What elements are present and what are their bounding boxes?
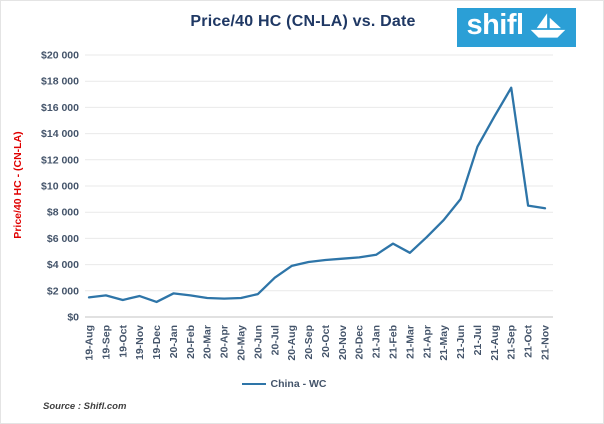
legend-series-label: China - WC [270, 378, 327, 390]
x-tick-label: 19-Dec [151, 325, 163, 360]
logo-text: shifl [466, 9, 524, 41]
y-tick-label: $18 000 [41, 76, 79, 88]
x-tick-label: 20-Nov [337, 325, 349, 360]
y-tick-label: $0 [67, 312, 79, 324]
x-tick-label: 21-Jun [455, 325, 467, 359]
x-tick-label: 20-Aug [286, 325, 298, 361]
shifl-logo: shifl [457, 8, 576, 47]
x-tick-label: 19-Aug [84, 325, 96, 361]
x-tick-label: 21-Jan [371, 325, 383, 358]
x-tick-label: 21-May [438, 325, 450, 361]
legend-line-swatch [241, 382, 266, 386]
x-tick-label: 21-Nov [540, 325, 552, 360]
x-tick-label: 21-Oct [523, 325, 535, 358]
x-tick-label: 19-Oct [117, 325, 129, 358]
y-tick-label: $8 000 [47, 207, 79, 219]
y-tick-label: $6 000 [47, 233, 79, 245]
x-tick-label: 20-Mar [202, 325, 214, 359]
price-line-china-wc [87, 86, 547, 304]
x-tick-label: 21-Apr [421, 325, 433, 358]
x-tick-label: 20-May [236, 325, 248, 361]
y-tick-label: $2 000 [47, 285, 79, 297]
x-tick-label: 20-Feb [185, 325, 197, 359]
x-tick-label: 20-Jun [252, 325, 264, 359]
y-tick-label: $10 000 [41, 181, 79, 193]
x-tick-label: 19-Nov [134, 325, 146, 360]
x-tick-label: 20-Jan [168, 325, 180, 358]
x-tick-label: 19-Sep [100, 325, 112, 359]
x-tick-label: 21-Jul [472, 325, 484, 355]
x-tick-label: 21-Aug [489, 325, 501, 361]
x-tick-label: 20-Sep [303, 325, 315, 359]
paper-boat-icon [529, 12, 567, 44]
source-note: Source : Shifl.com [43, 401, 127, 412]
x-tick-label: 20-Oct [320, 325, 332, 358]
x-tick-label: 20-Apr [219, 325, 231, 358]
chart-title: Price/40 HC (CN-LA) vs. Date [190, 13, 416, 30]
y-tick-label: $20 000 [41, 50, 79, 62]
y-tick-label: $16 000 [41, 102, 79, 114]
x-tick-label: 21-Mar [404, 325, 416, 359]
x-tick-label: 21-Feb [388, 325, 400, 359]
y-tick-label: $14 000 [41, 128, 79, 140]
y-tick-label: $12 000 [41, 154, 79, 166]
y-tick-label: $4 000 [47, 259, 79, 271]
x-tick-label: 20-Dec [354, 325, 366, 360]
x-tick-label: 21-Sep [506, 325, 518, 359]
chart-legend: China - WC [1, 377, 567, 391]
x-tick-label: 20-Jul [269, 325, 281, 355]
